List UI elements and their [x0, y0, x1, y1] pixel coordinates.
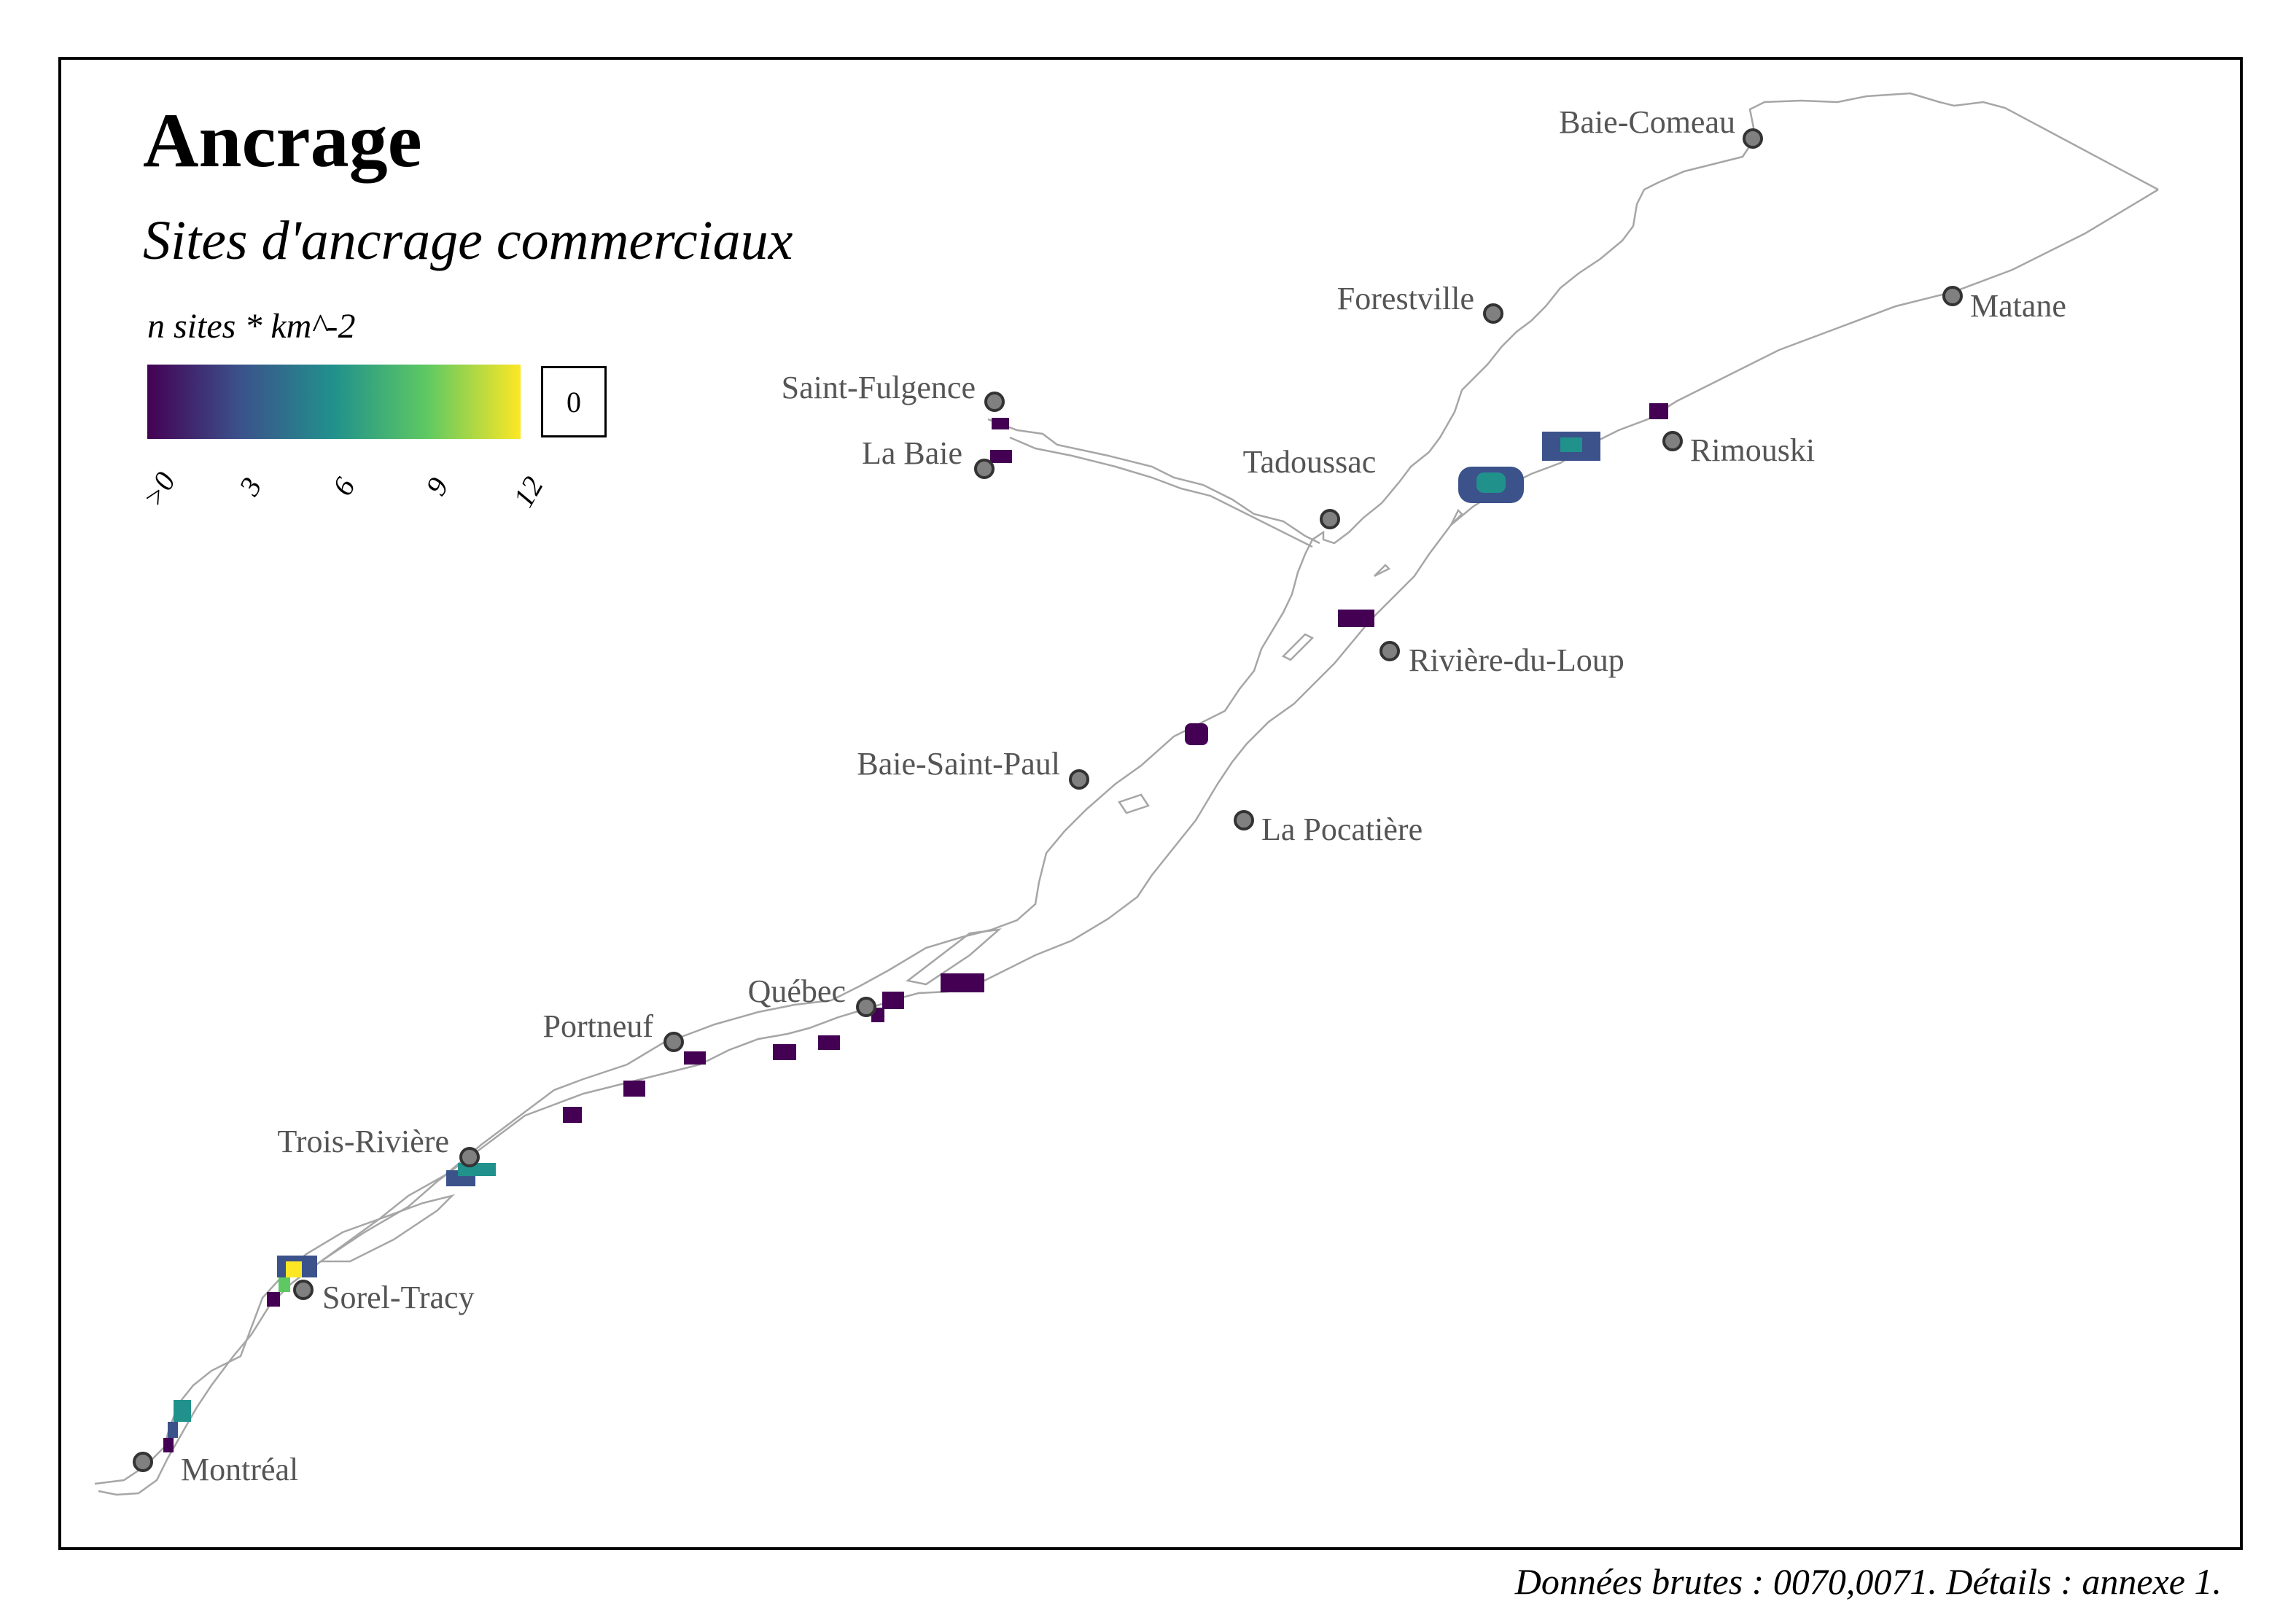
city-label: Rimouski [1690, 432, 1815, 468]
density-cell [818, 1035, 840, 1050]
city-marker [1069, 769, 1089, 790]
density-cell [773, 1044, 796, 1060]
density-cell [1338, 610, 1374, 627]
city-marker [1483, 303, 1503, 324]
density-cell [1649, 403, 1668, 419]
city-markers [133, 128, 1963, 1472]
city-marker [1662, 431, 1683, 451]
map-subtitle: Sites d'ancrage commerciaux [143, 210, 793, 271]
city-marker [663, 1032, 684, 1052]
city-marker [133, 1452, 153, 1472]
legend-zero-box: 0 [541, 366, 607, 437]
city-marker [984, 392, 1005, 412]
city-marker [293, 1280, 314, 1300]
map-title: Ancrage [143, 98, 422, 183]
density-cell [882, 992, 904, 1009]
city-label: Sorel-Tracy [322, 1280, 475, 1315]
density-cell [990, 450, 1012, 463]
city-label: Matane [1970, 288, 2066, 324]
city-label: Trois-Rivière [278, 1124, 450, 1159]
city-label: La Baie [862, 435, 962, 471]
density-cell [992, 418, 1009, 429]
density-cell [286, 1261, 302, 1277]
city-marker [974, 459, 995, 479]
city-label: Saint-Fulgence [782, 370, 976, 405]
density-cell [684, 1051, 706, 1065]
density-cell [168, 1422, 178, 1438]
density-cell [163, 1438, 174, 1452]
city-marker [1379, 641, 1400, 661]
density-cell [623, 1081, 645, 1097]
city-label: Portneuf [542, 1008, 653, 1044]
density-cells [163, 403, 1668, 1452]
city-marker [459, 1147, 480, 1167]
city-label: Québec [748, 973, 846, 1009]
legend-colorbar [147, 365, 521, 439]
city-marker [1320, 509, 1340, 529]
city-label: La Pocatière [1261, 812, 1423, 847]
density-cell [1185, 723, 1208, 745]
map-frame [58, 57, 2243, 1550]
city-label: Montréal [181, 1452, 298, 1487]
city-labels: Baie-Comeau Forestville Matane Saint-Ful… [181, 104, 2066, 1487]
city-marker [1234, 810, 1254, 830]
legend-title: n sites * km^-2 [147, 307, 356, 346]
density-cell [267, 1292, 280, 1307]
source-caption: Données brutes : 0070,0071. Détails : an… [1514, 1561, 2222, 1602]
density-cell [174, 1400, 191, 1422]
city-label: Baie-Comeau [1559, 104, 1735, 140]
density-cell [941, 973, 984, 992]
density-cell [1476, 472, 1506, 493]
density-cell [279, 1277, 290, 1292]
density-cell [563, 1107, 582, 1123]
city-label: Forestville [1337, 281, 1474, 316]
city-marker [1743, 128, 1763, 149]
city-label: Baie-Saint-Paul [857, 746, 1060, 782]
density-cell [1560, 437, 1582, 452]
city-marker [856, 997, 876, 1017]
city-label: Tadoussac [1243, 444, 1377, 480]
city-label: Rivière-du-Loup [1409, 642, 1624, 678]
city-marker [1942, 286, 1963, 306]
